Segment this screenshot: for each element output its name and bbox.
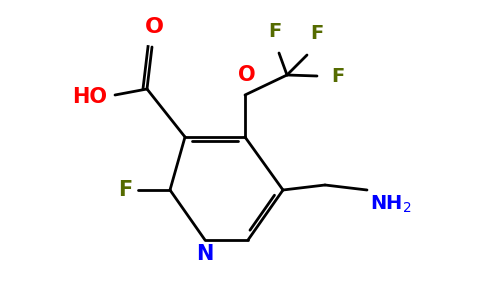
Text: F: F: [268, 22, 282, 41]
Text: HO: HO: [72, 87, 107, 107]
Text: F: F: [118, 180, 132, 200]
Text: N: N: [197, 244, 214, 264]
Text: F: F: [310, 24, 324, 43]
Text: O: O: [145, 17, 164, 37]
Text: O: O: [238, 65, 256, 85]
Text: NH$_2$: NH$_2$: [370, 194, 411, 215]
Text: F: F: [331, 68, 344, 86]
